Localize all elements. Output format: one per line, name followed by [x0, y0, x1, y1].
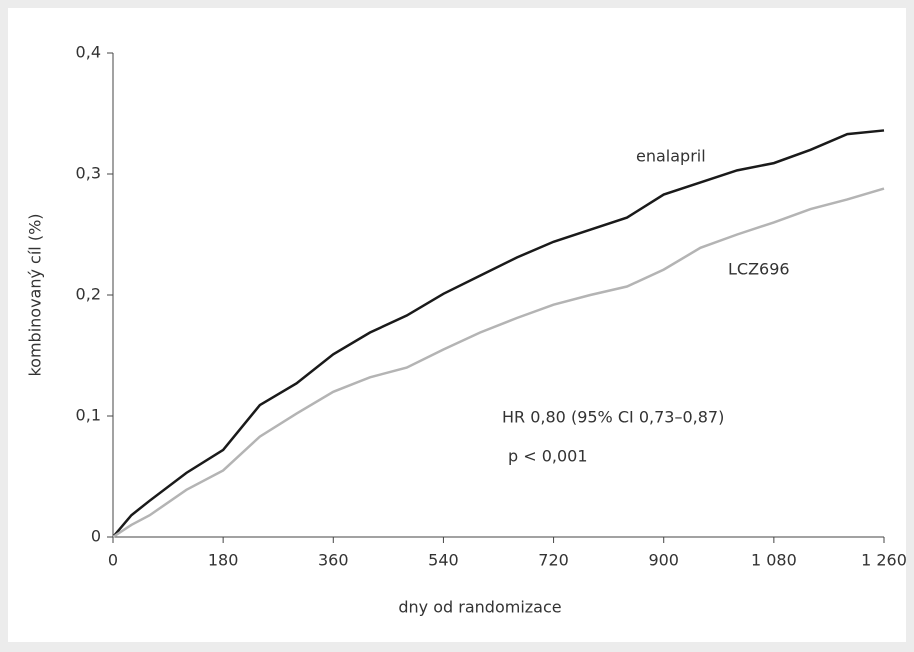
x-tick-label: 540: [428, 551, 459, 570]
x-tick-label: 360: [318, 551, 349, 570]
annotation: HR 0,80 (95% CI 0,73–0,87): [502, 408, 724, 427]
y-tick-label: 0,4: [76, 43, 101, 62]
series-label: enalapril: [636, 147, 706, 166]
y-tick-label: 0: [91, 527, 101, 546]
y-tick-label: 0,3: [76, 164, 101, 183]
y-axis-label: kombinovaný cíl (%): [26, 213, 45, 376]
x-tick-label: 900: [648, 551, 679, 570]
x-tick-label: 1 080: [751, 551, 797, 570]
x-tick-label: 720: [538, 551, 569, 570]
series-line: [112, 187, 885, 539]
y-tick-label: 0,2: [76, 285, 101, 304]
x-tick-label: 0: [108, 551, 118, 570]
x-axis-label: dny od randomizace: [398, 598, 561, 617]
annotation: p < 0,001: [508, 447, 588, 466]
panel: [8, 8, 906, 642]
series-label: LCZ696: [728, 260, 790, 279]
y-tick-label: 0,1: [76, 406, 101, 425]
x-tick-label: 180: [208, 551, 239, 570]
series-line: [112, 129, 885, 538]
x-tick-label: 1 260: [861, 551, 907, 570]
